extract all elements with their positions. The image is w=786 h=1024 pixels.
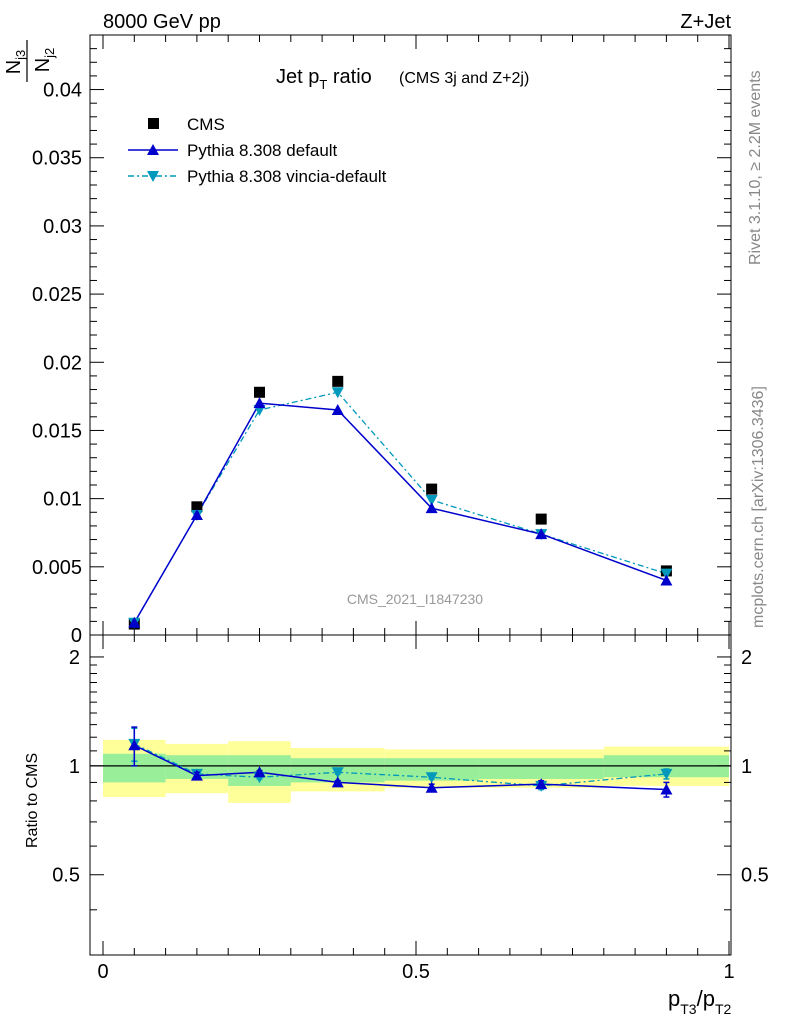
- ratio-vincia-point: [660, 768, 673, 780]
- ratio-band-inner: [165, 755, 229, 779]
- x-axis-label: pT3/pT2: [668, 986, 732, 1017]
- rivet-version-label: Rivet 3.1.10, ≥ 2.2M events: [747, 70, 764, 265]
- ratio-y-axis-label: Ratio to CMS: [24, 753, 41, 848]
- ratio-vincia-point: [425, 772, 438, 784]
- cms-point: [535, 513, 547, 525]
- ratio-band-inner: [384, 758, 479, 781]
- ratio-default-point: [128, 739, 141, 751]
- y-tick-label: 0.035: [32, 148, 82, 170]
- ratio-band-inner: [478, 758, 604, 779]
- ratio-vincia-point: [331, 767, 344, 779]
- ratio-y-tick-label-right: 0.5: [741, 865, 769, 887]
- cms-point: [191, 501, 203, 513]
- vincia-line: [133, 391, 667, 624]
- y-tick-label: 0.015: [32, 420, 82, 442]
- mcplots-label: mcplots.cern.ch [arXiv:1306.3436]: [750, 386, 767, 628]
- chart-title-main: Jet p: [276, 66, 319, 88]
- y-tick-label: 0.02: [43, 352, 82, 374]
- header-energy-label: 8000 GeV pp: [103, 11, 221, 33]
- ratio-default-point: [190, 769, 203, 781]
- ratio-y-tick-label-right: 1: [741, 756, 752, 778]
- ratio-y-tick-label: 2: [69, 647, 80, 669]
- y-tick-label: 0.005: [32, 557, 82, 579]
- chart-title-rest: ratio: [327, 66, 371, 88]
- chart-title-subscript: T: [319, 77, 327, 92]
- ratio-default-point: [535, 778, 548, 790]
- ratio-default-point: [331, 776, 344, 788]
- y-axis-label: Nj3 Nj2: [3, 40, 57, 82]
- axis-tick-labels: 0 0.5 1 0 0.005 0.01 0.015 0.02 0.025 0.03 0.035 0.…: [32, 80, 769, 983]
- y-tick-label: 0: [71, 625, 82, 647]
- y-tick-label: 0.04: [43, 80, 82, 102]
- default-line: [133, 402, 667, 624]
- ratio-default-point: [253, 766, 266, 778]
- legend-cms-label: CMS: [187, 115, 225, 134]
- header-process-label: Z+Jet: [680, 11, 731, 33]
- axis-ticks: [90, 34, 731, 955]
- x-tick-label: 0: [97, 961, 108, 983]
- analysis-watermark: CMS_2021_I1847230: [347, 591, 483, 607]
- cms-point: [254, 386, 265, 398]
- default-point: [660, 574, 673, 586]
- x-tick-label: 0.5: [402, 961, 430, 983]
- default-point: [331, 404, 344, 415]
- ratio-default-point: [425, 781, 438, 793]
- y-tick-label: 0.025: [32, 284, 82, 306]
- legend-default-label: Pythia 8.308 default: [187, 141, 338, 160]
- default-point: [253, 397, 266, 409]
- x-tick-label: 1: [723, 961, 734, 983]
- vincia-point: [331, 387, 344, 399]
- ratio-y-tick-label: 1: [69, 756, 80, 778]
- chart-title-small: (CMS 3j and Z+2j): [399, 70, 529, 87]
- legend: CMS Pythia 8.308 default Pythia 8.308 vi…: [128, 115, 387, 186]
- ratio-default-point: [660, 783, 673, 795]
- ratio-y-tick-label-right: 2: [741, 647, 752, 669]
- default-point: [190, 509, 203, 520]
- cms-point: [426, 483, 438, 495]
- default-point: [535, 528, 548, 540]
- y-tick-label: 0.01: [43, 489, 82, 511]
- vincia-point: [425, 495, 438, 506]
- legend-cms-marker: [148, 118, 159, 129]
- y-axis-numerator: Nj3: [3, 50, 28, 75]
- legend-vincia-marker: [147, 171, 159, 182]
- ratio-y-tick-label: 0.5: [52, 865, 80, 887]
- main-series: [128, 375, 673, 630]
- default-point: [128, 616, 141, 628]
- cms-point: [332, 375, 344, 387]
- chart-title: Jet pT ratio: [276, 66, 372, 92]
- ratio-plot-frame: [89, 634, 732, 956]
- y-tick-label: 0.03: [43, 216, 82, 238]
- legend-vincia-label: Pythia 8.308 vincia-default: [187, 167, 387, 186]
- legend-default-marker: [147, 144, 159, 155]
- default-point: [425, 502, 438, 514]
- ratio-uncertainty-bands: [90, 739, 731, 803]
- y-axis-denominator: Nj2: [32, 48, 57, 73]
- ratio-series: [128, 726, 673, 798]
- vincia-point: [660, 568, 673, 580]
